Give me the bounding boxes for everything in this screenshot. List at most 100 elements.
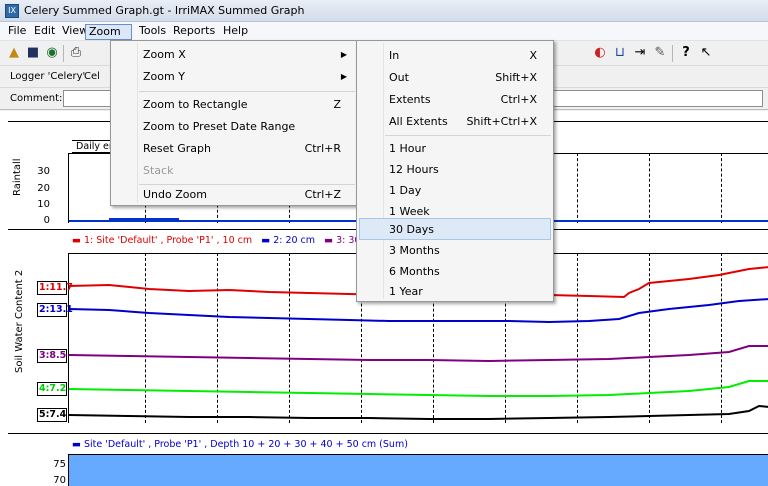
menu-item-extents[interactable]: Extents Ctrl+X — [359, 89, 551, 111]
menu-view[interactable]: View — [62, 24, 89, 37]
sum-legend: ▬ Site 'Default' , Probe 'P1' , Depth 10… — [72, 439, 408, 450]
sum-top-border — [69, 454, 768, 455]
menu-help[interactable]: Help — [223, 24, 249, 37]
link-icon[interactable]: ⊔ — [614, 45, 626, 60]
menu-item-shortcut: Ctrl+X — [500, 93, 537, 106]
gridline — [289, 253, 290, 423]
legend-series-2-text: 2: 20 cm — [273, 235, 316, 246]
value-badge-2: 2:13.1 — [37, 303, 73, 317]
menu-item-zoom-x[interactable]: Zoom X ▶ — [113, 44, 355, 66]
menu-item-label: 1 Hour — [389, 142, 426, 155]
menu-item-shortcut: Shift+X — [495, 71, 537, 84]
menu-item-1-hour[interactable]: 1 Hour — [359, 138, 551, 160]
settings-icon[interactable]: ◉ — [46, 45, 58, 60]
gridline — [145, 253, 146, 423]
save-icon[interactable]: ■ — [26, 45, 40, 60]
menu-item-label: In — [389, 49, 400, 62]
value-badge-3: 3:8.5 — [37, 349, 67, 363]
gridline — [217, 253, 218, 423]
menu-file[interactable]: File — [8, 24, 27, 37]
zoom-x-submenu: In X Out Shift+X Extents Ctrl+X All Exte… — [356, 40, 554, 302]
gridline — [649, 253, 650, 423]
gridline — [649, 153, 650, 223]
submenu-arrow-icon: ▶ — [340, 50, 347, 59]
menu-item-label: 1 Day — [389, 184, 422, 197]
menu-item-zoom-y[interactable]: Zoom Y ▶ — [113, 66, 355, 88]
menu-item-in[interactable]: In X — [359, 45, 551, 67]
menu-item-shortcut: Z — [333, 98, 341, 111]
series-3-line — [69, 345, 768, 363]
menu-item-all-extents[interactable]: All Extents Shift+Ctrl+X — [359, 111, 551, 133]
rainfall-bar — [109, 218, 179, 221]
open-folder-icon[interactable]: ▲ — [9, 45, 19, 60]
series-2-line — [69, 298, 768, 324]
value-badge-5: 5:7.4 — [37, 408, 67, 422]
toolbar-separator — [672, 45, 673, 62]
menu-item-shortcut: Ctrl+Z — [304, 188, 341, 201]
menu-item-preset-range[interactable]: Zoom to Preset Date Range — [113, 116, 355, 138]
comment-label: Comment: — [10, 93, 63, 104]
gridline — [433, 253, 434, 423]
zoom-menu: Zoom X ▶ Zoom Y ▶ Zoom to Rectangle Z Zo… — [110, 40, 358, 206]
legend-series-2: ▬ 2: 20 cm — [261, 235, 316, 246]
menu-item-undo-zoom[interactable]: Undo Zoom Ctrl+Z — [113, 184, 355, 206]
step-right-icon[interactable]: ⇥ — [634, 45, 646, 60]
legend-series-1: ▬ 1: Site 'Default' , Probe 'P1' , 10 cm — [72, 235, 253, 246]
menu-separator — [385, 135, 551, 136]
menu-item-label: Extents — [389, 93, 431, 106]
gridline — [721, 153, 722, 223]
gridline — [505, 253, 506, 423]
soil-ylabel: Soil Water Content 2 — [14, 269, 25, 373]
menu-item-1-week[interactable]: 1 Week — [359, 201, 551, 223]
sum-plot[interactable] — [68, 454, 768, 486]
menu-edit[interactable]: Edit — [34, 24, 56, 37]
menu-item-1-year[interactable]: 1 Year — [359, 281, 551, 303]
menu-item-6-months[interactable]: 6 Months — [359, 261, 551, 283]
menu-item-label: Zoom X — [143, 48, 186, 61]
menu-item-label: Reset Graph — [143, 142, 211, 155]
menu-item-1-day[interactable]: 1 Day — [359, 180, 551, 202]
menu-item-zoom-rectangle[interactable]: Zoom to Rectangle Z — [113, 94, 355, 116]
menu-item-label: Out — [389, 71, 409, 84]
sum-panel-border — [8, 433, 768, 434]
menu-reports[interactable]: Reports — [173, 24, 216, 37]
gridline — [577, 253, 578, 423]
menu-item-label: Zoom to Rectangle — [143, 98, 248, 111]
menu-item-12-hours[interactable]: 12 Hours — [359, 159, 551, 181]
menu-item-label: 12 Hours — [389, 163, 439, 176]
legend-series-1-text: 1: Site 'Default' , Probe 'P1' , 10 cm — [84, 235, 253, 246]
rainfall-tick: 10 — [37, 199, 50, 210]
menu-item-out[interactable]: Out Shift+X — [359, 67, 551, 89]
toolbar-separator — [63, 45, 64, 62]
logger-label: Logger 'Celery' — [10, 71, 86, 82]
gridline — [721, 253, 722, 423]
menu-item-30-days[interactable]: 30 Days — [359, 218, 551, 240]
menu-gutter — [383, 43, 384, 299]
context-help-icon[interactable]: ↖ — [700, 45, 712, 60]
menu-item-label: 6 Months — [389, 265, 440, 278]
gridline — [577, 153, 578, 223]
menu-separator — [139, 184, 355, 185]
menu-item-shortcut: X — [529, 49, 537, 62]
rainfall-tick: 30 — [37, 166, 50, 177]
menu-zoom[interactable]: Zoom — [85, 24, 132, 40]
rainfall-tick: 0 — [43, 215, 50, 226]
menu-item-reset-graph[interactable]: Reset Graph Ctrl+R — [113, 138, 355, 160]
sum-tick: 70 — [53, 475, 66, 486]
menu-item-label: 30 Days — [389, 223, 434, 236]
rainfall-tick: 20 — [37, 183, 50, 194]
print-icon[interactable]: ⎙ — [70, 45, 82, 60]
logger-extra: Cel — [84, 71, 100, 82]
menu-item-stack[interactable]: Stack — [113, 160, 355, 182]
menu-tools[interactable]: Tools — [139, 24, 167, 37]
sum-tick: 75 — [53, 459, 66, 470]
help-icon[interactable]: ? — [682, 45, 690, 60]
menu-item-label: All Extents — [389, 115, 448, 128]
menu-item-label: 1 Week — [389, 205, 430, 218]
menu-item-shortcut: Shift+Ctrl+X — [466, 115, 537, 128]
menu-gutter — [137, 43, 138, 203]
menu-item-3-months[interactable]: 3 Months — [359, 240, 551, 262]
stop-icon[interactable]: ◐ — [594, 45, 606, 60]
query-icon[interactable]: ✎ — [654, 45, 666, 60]
